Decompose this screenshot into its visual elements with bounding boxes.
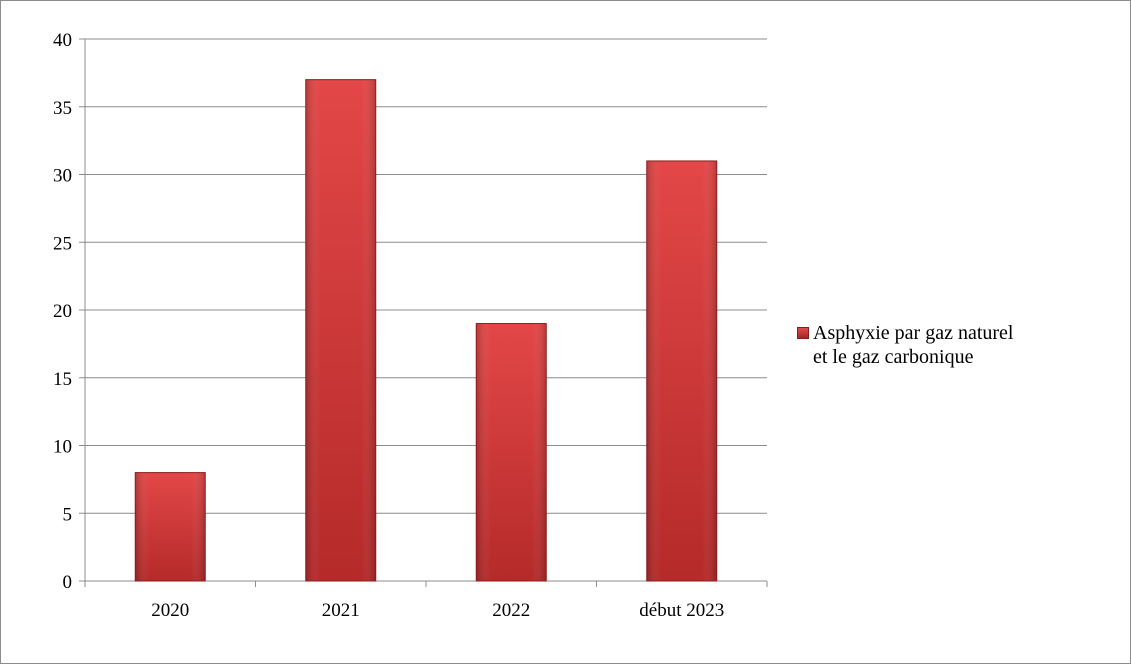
- y-tick-label: 20: [53, 301, 72, 322]
- y-tick-label: 25: [53, 233, 72, 254]
- x-tick-label: début 2023: [639, 600, 724, 621]
- bar-shading: [306, 80, 376, 581]
- bar-2022: [475, 323, 547, 582]
- x-tick-label: 2021: [322, 600, 360, 621]
- y-tick-label: 10: [53, 437, 72, 458]
- legend-label-line-1: Asphyxie par gaz naturel: [813, 322, 1014, 344]
- y-tick-label: 35: [53, 98, 72, 119]
- y-tick-label: 15: [53, 369, 72, 390]
- legend-label: Asphyxie par gaz naturel et le gaz carbo…: [813, 321, 1013, 369]
- legend-label-line-2: et le gaz carbonique: [813, 346, 974, 368]
- bars: [134, 79, 718, 582]
- bar-shading: [647, 161, 717, 581]
- bar-shading: [135, 473, 205, 581]
- bar-2021: [305, 79, 377, 582]
- x-tick-label: 2022: [492, 600, 530, 621]
- y-tick-label: 40: [53, 30, 72, 51]
- x-tick-labels: 2020 2021 2022 début 2023: [151, 600, 724, 621]
- y-tick-label: 0: [63, 572, 73, 593]
- bar-shading: [476, 324, 546, 581]
- y-tick-label: 30: [53, 166, 72, 187]
- bar-2020: [134, 472, 206, 582]
- legend-swatch: [797, 327, 809, 339]
- y-tick-label: 5: [63, 504, 73, 525]
- x-tick-label: 2020: [151, 600, 189, 621]
- y-tick-labels: 0 5 10 15 20 25 30 35 40: [53, 30, 72, 593]
- bar-début-2023: [646, 160, 718, 582]
- legend: Asphyxie par gaz naturel et le gaz carbo…: [797, 321, 1097, 369]
